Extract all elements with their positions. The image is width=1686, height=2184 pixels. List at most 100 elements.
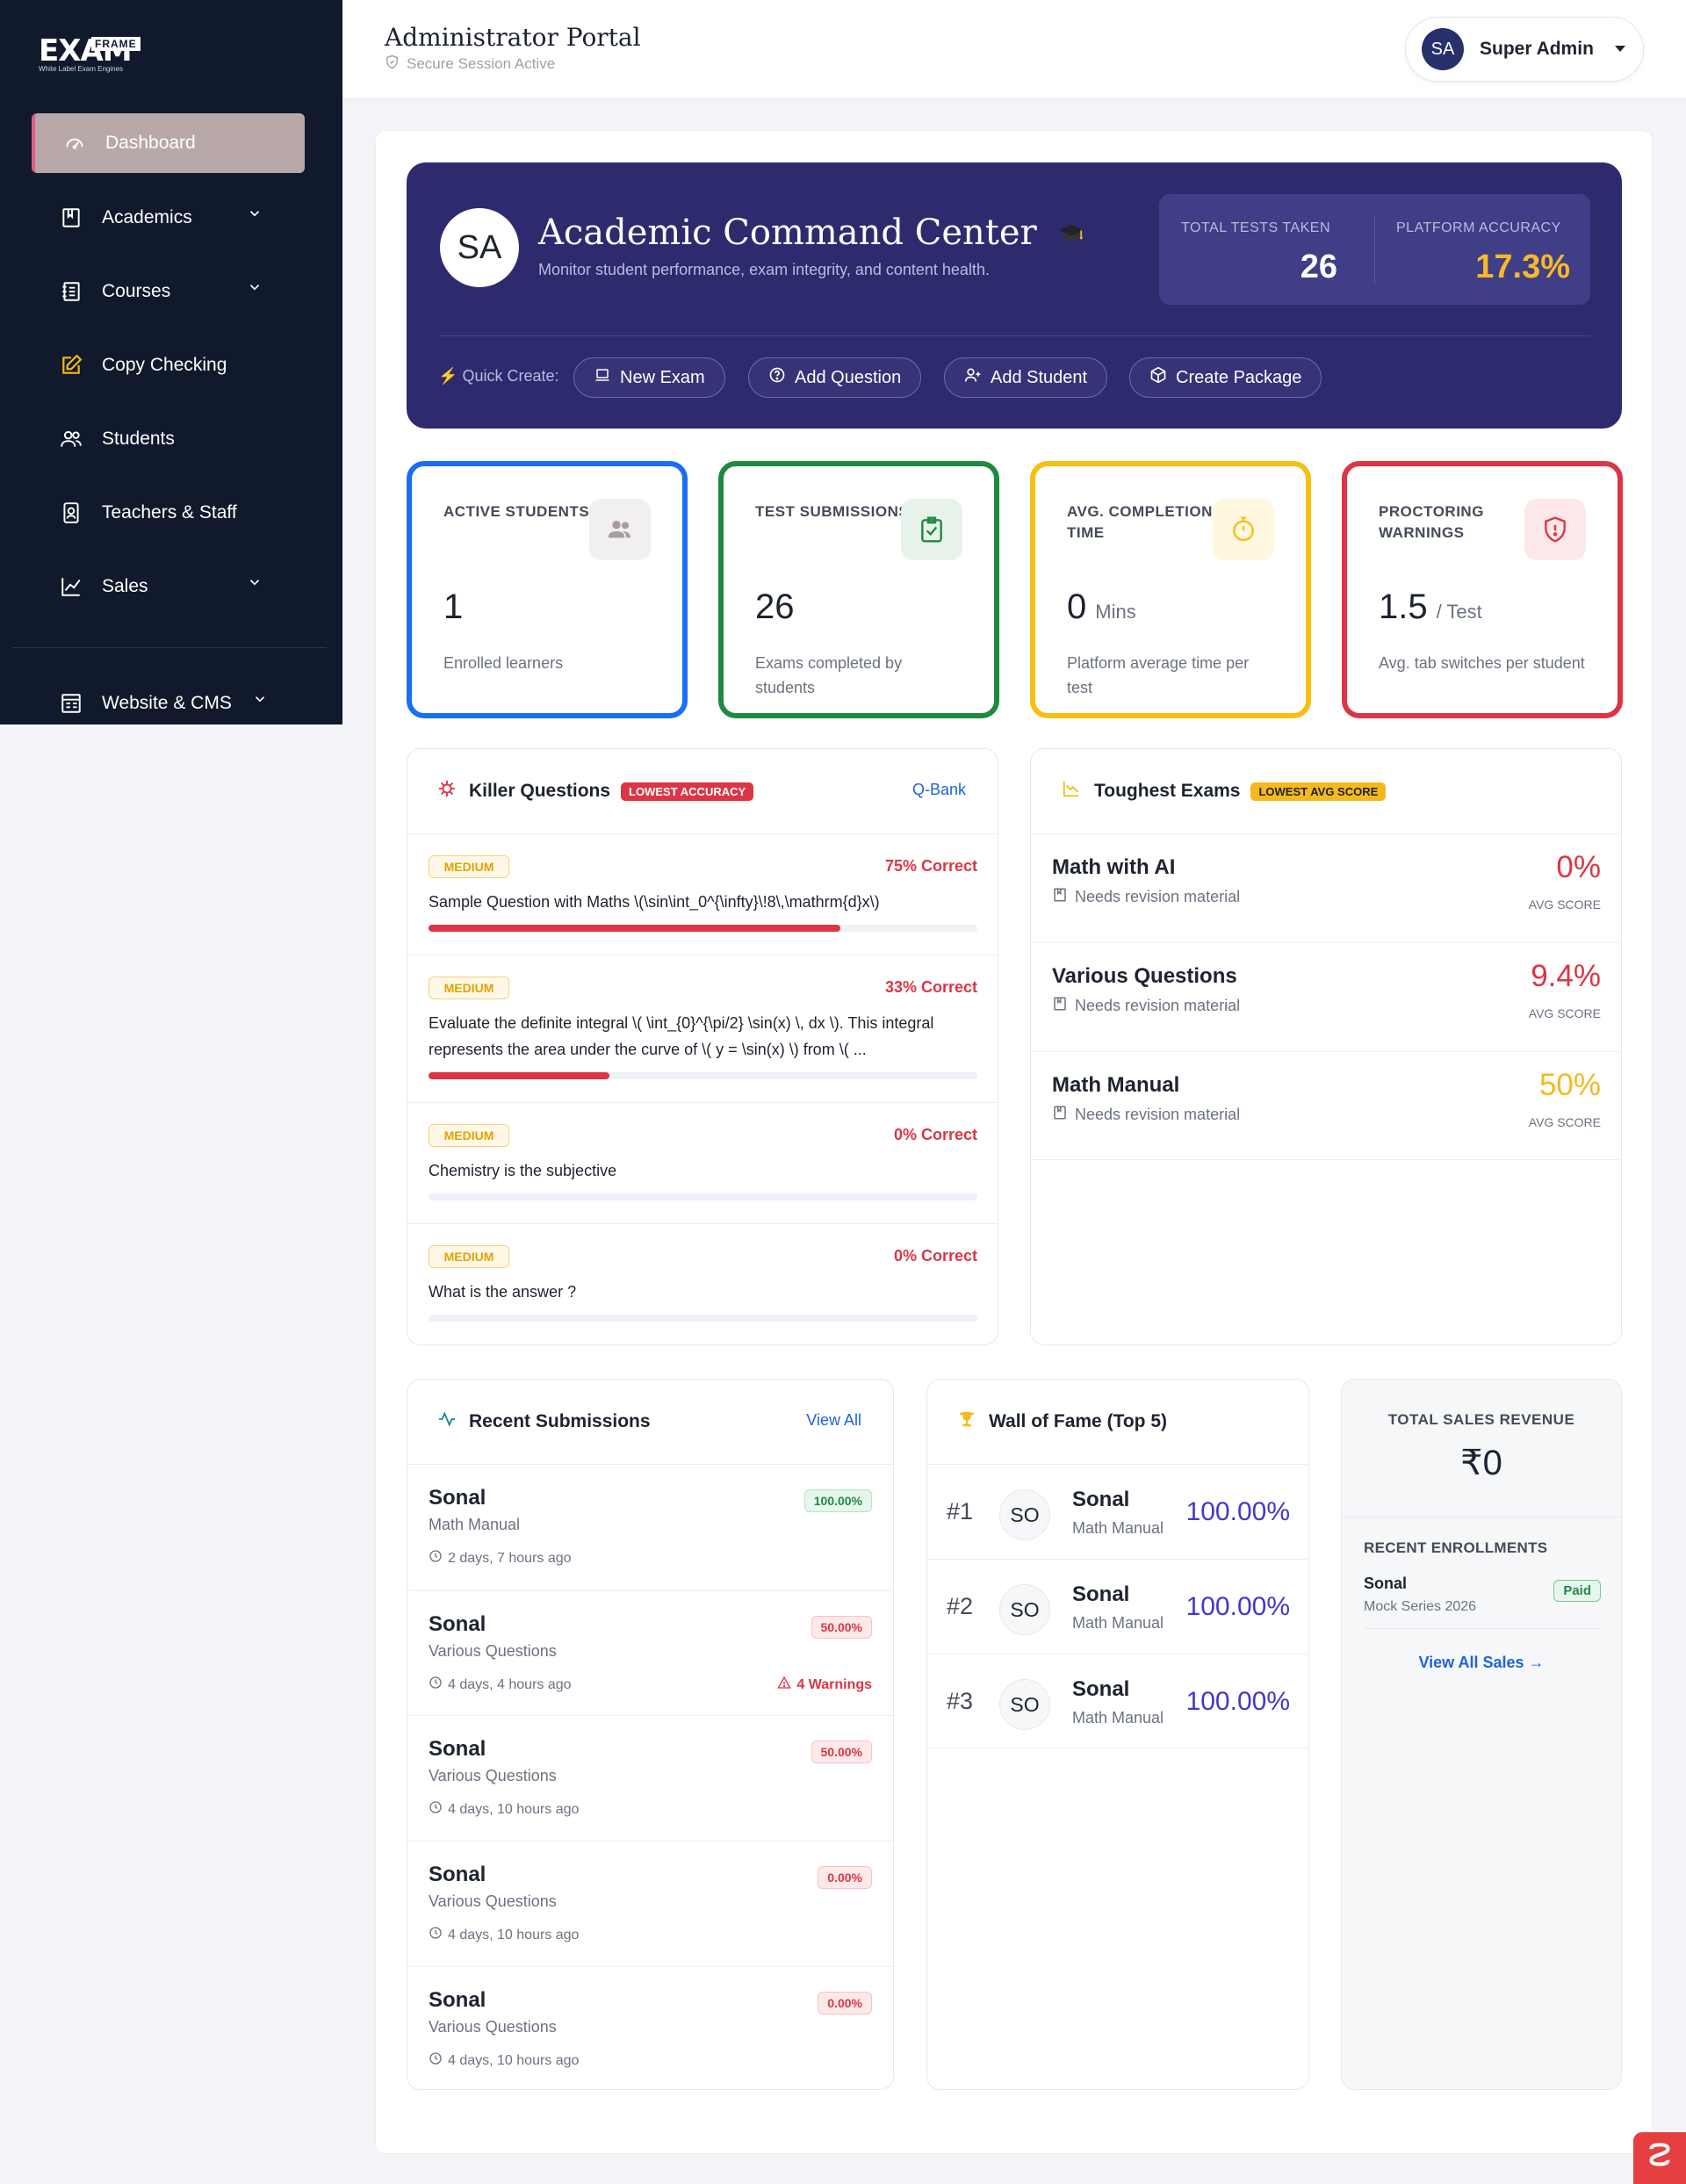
sidebar-item-academics[interactable]: Academics (32, 188, 305, 248)
table-row[interactable]: Sonal Various Questions 4 days, 10 hours… (407, 1715, 893, 1841)
list-item[interactable]: MEDIUM 0% Correct Chemistry is the subje… (407, 1102, 998, 1223)
quick-create-label-text: Quick Create: (462, 367, 559, 385)
stat-label: TEST SUBMISSIONS (755, 503, 910, 520)
score: 100.00% (1185, 1497, 1290, 1526)
user-name: Super Admin (1480, 39, 1594, 59)
list-item[interactable]: MEDIUM 75% Correct Sample Question with … (407, 833, 998, 955)
user-menu[interactable]: SA Super Admin (1405, 17, 1644, 82)
view-all-link[interactable]: View All (806, 1411, 861, 1429)
stat-value: 1.5 / Test (1379, 587, 1482, 627)
exam-name: Math Manual (1052, 1073, 1180, 1097)
stat-value-number: 0 (1067, 587, 1087, 626)
sidebar-item-label: Copy Checking (102, 355, 227, 375)
question-text: Sample Question with Maths \(\sin\int_0^… (429, 893, 880, 911)
sidebar-item-dashboard[interactable]: Dashboard (32, 113, 305, 173)
alert-triangle-icon (777, 1676, 792, 1694)
sidebar-item-sales[interactable]: Sales (32, 557, 305, 616)
submission-time: 2 days, 7 hours ago (429, 1549, 572, 1568)
table-row[interactable]: Sonal Various Questions 4 days, 4 hours … (407, 1590, 893, 1715)
total-tests-label: TOTAL TESTS TAKEN (1181, 220, 1331, 235)
wall-of-fame-card: Wall of Fame (Top 5) #1 SO Sonal Math Ma… (926, 1379, 1309, 2090)
view-all-sales-link[interactable]: View All Sales → (1418, 1654, 1545, 1671)
sidebar-item-label: Teachers & Staff (102, 502, 237, 523)
lowest-avg-score-badge: LOWEST AVG SCORE (1250, 782, 1387, 801)
package-icon (1149, 366, 1176, 389)
virus-icon (437, 779, 457, 804)
sidebar-item-students[interactable]: Students (32, 409, 305, 469)
new-exam-button[interactable]: New Exam (573, 357, 725, 398)
stat-value-number: 1.5 (1379, 587, 1428, 626)
question-text: Chemistry is the subjective (429, 1162, 617, 1179)
table-row[interactable]: Sonal Various Questions 4 days, 10 hours… (407, 1841, 893, 1966)
session-status: Secure Session Active (385, 54, 555, 74)
bookmark-icon (1052, 887, 1068, 907)
chat-widget-button[interactable] (1633, 2132, 1686, 2184)
stat-card-proctoring-warnings: PROCTORING WARNINGS 1.5 / Test Avg. tab s… (1342, 461, 1623, 718)
sidebar-item-website-cms[interactable]: Website & CMS (32, 674, 305, 733)
exam-name: Various Questions (429, 2018, 557, 2036)
accuracy-bar (429, 1315, 977, 1322)
exam-note: Needs revision material (1052, 887, 1240, 907)
stat-description: Avg. tab switches per student (1379, 654, 1585, 672)
list-item[interactable]: Various Questions Needs revision materia… (1031, 942, 1622, 1051)
chevron-down-icon[interactable] (247, 279, 263, 300)
stat-label: PROCTORING WARNINGS (1379, 503, 1484, 541)
list-item[interactable]: MEDIUM 0% Correct What is the answer ? (407, 1223, 998, 1344)
score-badge: 100.00% (803, 1489, 872, 1512)
card-title: Toughest Exams LOWEST AVG SCORE (1061, 779, 1387, 804)
card-title: Killer Questions LOWEST ACCURACY (437, 779, 754, 804)
recent-enrollments-title: RECENT ENROLLMENTS (1364, 1539, 1548, 1556)
sidebar-item-label: Website & CMS (102, 693, 232, 713)
chevron-down-icon[interactable] (247, 574, 263, 595)
question-text: Evaluate the definite integral \( \int_{… (429, 1014, 934, 1058)
stat-unit: / Test (1436, 601, 1482, 623)
exam-note-text: Needs revision material (1075, 888, 1241, 905)
gauge-icon (61, 130, 88, 156)
brand-tagline: White Label Exam Engines (39, 65, 124, 73)
brand-logo[interactable]: EXAM FRAME White Label Exam Engines (39, 35, 140, 73)
rank: #3 (947, 1688, 974, 1714)
list-item[interactable]: #3 SO Sonal Math Manual 100.00% (927, 1654, 1309, 1748)
stat-value-number: 1 (443, 587, 464, 626)
student-name: Sonal (429, 1988, 486, 2012)
hero-stats: TOTAL TESTS TAKEN 26 PLATFORM ACCURACY 1… (1159, 194, 1590, 305)
card-title-text: Wall of Fame (Top 5) (989, 1411, 1167, 1431)
list-item[interactable]: #1 SO Sonal Math Manual 100.00% (927, 1464, 1309, 1559)
table-row[interactable]: Sonal Various Questions 4 days, 10 hours… (407, 1966, 893, 2089)
q-bank-link[interactable]: Q-Bank (911, 781, 966, 798)
card-title-text: Recent Submissions (469, 1411, 651, 1431)
add-student-button[interactable]: Add Student (944, 357, 1108, 398)
stat-description: Exams completed by students (755, 654, 903, 696)
sidebar-item-teachers-staff[interactable]: Teachers & Staff (32, 483, 305, 543)
list-item[interactable]: Math Manual Needs revision material 50% … (1031, 1051, 1622, 1160)
list-item[interactable]: MEDIUM 33% Correct Evaluate the definite… (407, 955, 998, 1102)
table-row[interactable]: Sonal Math Manual 2 days, 7 hours ago 10… (407, 1464, 893, 1590)
score: 100.00% (1185, 1592, 1290, 1621)
platform-accuracy-label: PLATFORM ACCURACY (1396, 220, 1561, 235)
score-badge: 50.00% (811, 1741, 872, 1763)
caret-down-icon[interactable] (1615, 46, 1625, 52)
submission-time-text: 4 days, 10 hours ago (448, 1801, 580, 1817)
killer-questions-card: Killer Questions LOWEST ACCURACY Q-Bank … (407, 748, 998, 1345)
list-item[interactable]: Math with AI Needs revision material 0% … (1031, 833, 1622, 942)
difficulty-badge: MEDIUM (429, 855, 509, 878)
add-question-button[interactable]: Add Question (748, 357, 922, 398)
enrollment-item[interactable]: Sonal Mock Series 2026 Paid (1364, 1575, 1601, 1629)
sidebar-item-label: Courses (102, 281, 171, 301)
sidebar-item-copy-checking[interactable]: Copy Checking (32, 335, 305, 395)
hero-title: Academic Command Center (538, 213, 1086, 256)
laptop-icon (594, 367, 620, 388)
accuracy-bar-fill (429, 925, 840, 932)
exam-name: Various Questions (429, 1767, 557, 1784)
avatar: SO (999, 1679, 1050, 1730)
create-package-button[interactable]: Create Package (1129, 357, 1322, 398)
chevron-down-icon[interactable] (247, 205, 263, 227)
sidebar-item-courses[interactable]: Courses (32, 262, 305, 321)
session-status-text: Secure Session Active (407, 55, 556, 72)
student-name: Sonal (429, 1863, 486, 1886)
student-name: Sonal (1072, 1582, 1130, 1606)
sidebar-divider (12, 647, 327, 648)
list-item[interactable]: #2 SO Sonal Math Manual 100.00% (927, 1559, 1309, 1654)
layout-icon (58, 690, 84, 717)
chevron-down-icon[interactable] (252, 691, 268, 712)
